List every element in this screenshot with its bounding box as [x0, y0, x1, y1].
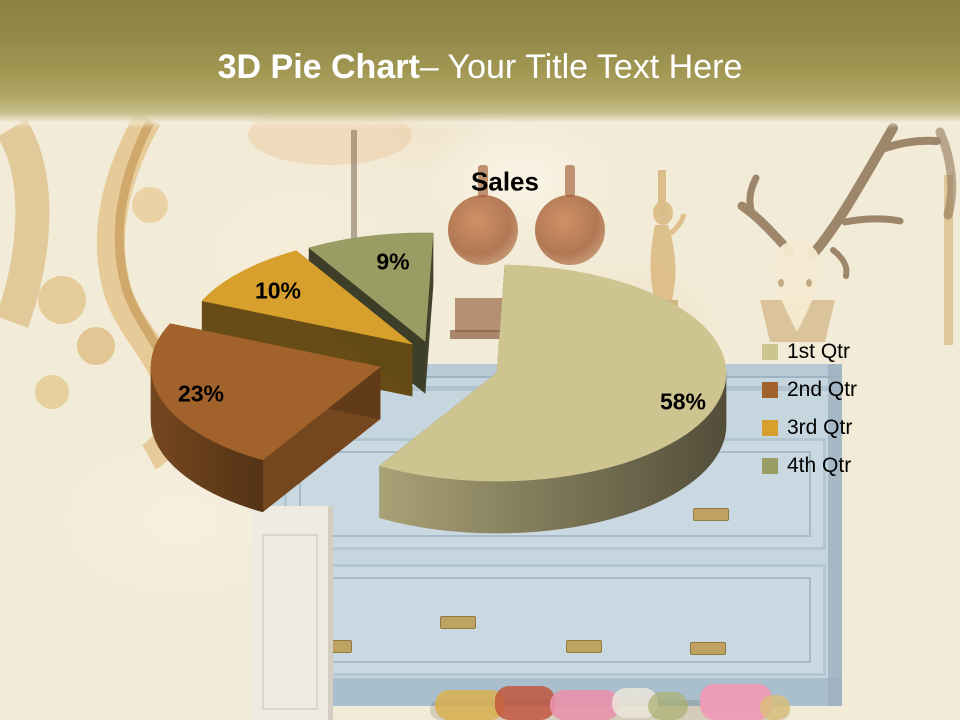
frame-scroll	[132, 187, 168, 223]
pie-slice-1st-qtr[interactable]	[379, 264, 727, 482]
dresser-drawer	[284, 564, 826, 676]
clothes-decor	[435, 690, 505, 720]
slide-title-bold: 3D Pie Chart	[217, 48, 420, 86]
legend-item-3rd-qtr[interactable]: 3rd Qtr	[762, 416, 853, 439]
door-molding	[262, 534, 318, 710]
legend-item-2nd-qtr[interactable]: 2nd Qtr	[762, 378, 858, 401]
clothes-decor	[550, 690, 620, 720]
finial-ball	[535, 195, 605, 265]
pie-data-label: 9%	[376, 248, 410, 275]
frame-scroll	[77, 327, 115, 365]
skull-eye	[778, 279, 784, 287]
drawer-handle	[690, 642, 726, 655]
finial-stem	[478, 165, 488, 197]
gold-frame-left	[0, 119, 50, 328]
legend-item-4th-qtr[interactable]: 4th Qtr	[762, 454, 852, 477]
legend-swatch	[762, 420, 778, 436]
deer-skull	[773, 240, 821, 332]
drawer-handle	[566, 640, 602, 653]
legend-swatch	[762, 344, 778, 360]
legend-label: 3rd Qtr	[787, 416, 853, 439]
legend-label: 1st Qtr	[787, 340, 851, 363]
gold-pole-decor	[944, 175, 953, 345]
lamp-pole-decor	[351, 130, 357, 242]
finial-stem	[565, 165, 575, 197]
pie-data-label: 23%	[177, 380, 225, 407]
finial-ball	[448, 195, 518, 265]
dresser-edge-shadow	[828, 364, 842, 706]
legend-swatch	[762, 458, 778, 474]
clothes-decor	[648, 692, 688, 720]
chart-title: Sales	[471, 166, 539, 197]
frame-scroll	[35, 375, 69, 409]
drawer-handle	[693, 508, 729, 521]
slide-title: 3D Pie Chart– Your Title Text Here	[0, 48, 960, 86]
clothes-decor	[495, 686, 555, 720]
legend-label: 4th Qtr	[787, 454, 852, 477]
title-band: 3D Pie Chart– Your Title Text Here	[0, 0, 960, 128]
white-door-panel	[252, 506, 333, 720]
pie-slice-4th-qtr[interactable]	[308, 232, 434, 342]
finial-plinth-base	[450, 330, 516, 339]
legend-swatch	[762, 382, 778, 398]
pie-data-label: 10%	[254, 277, 302, 304]
frame-scroll	[38, 276, 86, 324]
skull-eye	[806, 279, 812, 287]
pie-slice-3rd-qtr[interactable]	[201, 250, 413, 345]
legend-item-1st-qtr[interactable]: 1st Qtr	[762, 340, 851, 363]
clothes-decor	[760, 695, 790, 720]
slide-title-rest: – Your Title Text Here	[419, 48, 743, 86]
pie-data-label: 58%	[659, 388, 707, 415]
drawer-handle	[440, 616, 476, 629]
legend-label: 2nd Qtr	[787, 378, 858, 401]
pie-slice-2nd-qtr[interactable]	[150, 323, 381, 461]
